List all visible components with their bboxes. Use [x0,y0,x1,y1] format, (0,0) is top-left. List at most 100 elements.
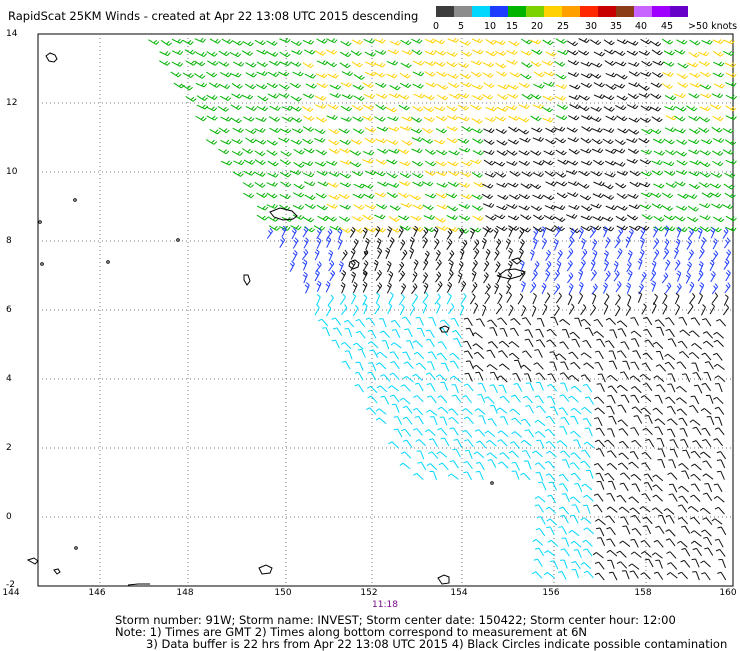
wind-barb [614,271,619,281]
wind-barb [280,160,291,165]
wind-barb [352,171,363,175]
wind-barb [403,417,412,424]
wind-barb [581,319,591,325]
wind-barb [426,330,435,338]
wind-barb [303,116,314,121]
wind-barb [438,342,447,350]
wind-barb [206,72,217,77]
wind-barb [508,272,512,283]
wind-barb [653,485,663,491]
wind-barb [402,250,407,260]
wind-barb [422,228,428,238]
wind-barb [690,517,700,524]
lat-label-10: 10 [6,167,17,177]
wind-barb [328,105,339,110]
wind-barb [699,248,704,259]
wind-barb [703,332,713,339]
wind-barb [543,160,554,164]
wind-barb [617,226,628,230]
wind-barb [194,74,205,79]
wind-barb [714,364,724,369]
wind-barb [629,497,639,503]
wind-barb [715,539,723,547]
wind-barb [520,473,530,480]
wind-barb [317,294,321,305]
wind-barb [608,481,615,489]
wind-barb [595,408,605,414]
wind-barb [365,52,376,56]
wind-barb [484,140,495,145]
wind-barb [399,161,410,165]
wind-barb [376,293,380,304]
small-island [74,199,77,202]
wind-barb [483,150,494,154]
wind-barb [511,318,521,324]
wind-barb [604,294,609,305]
wind-barb [413,182,424,186]
wind-barb [451,318,459,326]
wind-barb [472,282,477,292]
wind-barb [256,117,267,121]
wind-barb [556,84,567,88]
wind-barb [448,474,458,480]
wind-barb [653,61,664,65]
wind-barb [495,172,505,177]
wind-barb [583,340,592,348]
wind-barb [701,408,711,414]
wind-barb [500,417,508,425]
wind-barb [666,329,675,336]
wind-barb [304,238,309,249]
wind-barb [363,151,374,155]
wind-barb [449,151,460,155]
wind-barb [437,183,448,187]
wind-barb [651,94,662,99]
wind-barb [473,344,483,350]
wind-barb [482,184,493,188]
wind-barb [643,383,652,390]
wind-barb [267,228,272,238]
wind-barb [615,295,620,305]
wind-barb [437,396,447,403]
wind-barb [605,173,616,177]
wind-barb [726,160,737,164]
wind-barb [715,417,722,425]
wind-barb [510,73,521,77]
wind-barb [726,95,737,99]
wind-barb [703,518,712,525]
wind-barb [634,416,642,424]
wind-barb [270,106,281,110]
wind-barb [700,172,711,177]
wind-barb [676,284,681,294]
lat-label-2: 2 [6,443,12,453]
wind-barb [483,63,494,67]
wind-barb [546,52,557,56]
wind-barb [365,171,376,175]
wind-barb [519,104,530,108]
wind-barb [546,261,551,271]
wind-barb [667,429,675,437]
wind-barb [667,473,677,480]
wind-barb [620,473,630,480]
wind-barb [497,107,508,111]
wind-barb [583,495,593,501]
wind-barb [425,430,435,436]
wind-barb [690,495,700,501]
small-island [39,221,42,224]
wind-barb [472,129,483,133]
wind-barb [242,51,253,56]
wind-barb [521,440,531,445]
wind-barb [500,396,510,403]
wind-barb [655,320,665,327]
wind-barb [663,304,667,315]
wind-barb [518,129,529,134]
wind-barb [594,418,602,426]
wind-barb [521,51,532,55]
wind-barb [257,215,268,220]
wind-barb [352,62,362,67]
wind-barb [398,149,409,153]
wind-barb [535,496,545,502]
wind-barb [305,204,316,209]
wind-barb [413,272,417,283]
wind-barb [400,126,411,130]
